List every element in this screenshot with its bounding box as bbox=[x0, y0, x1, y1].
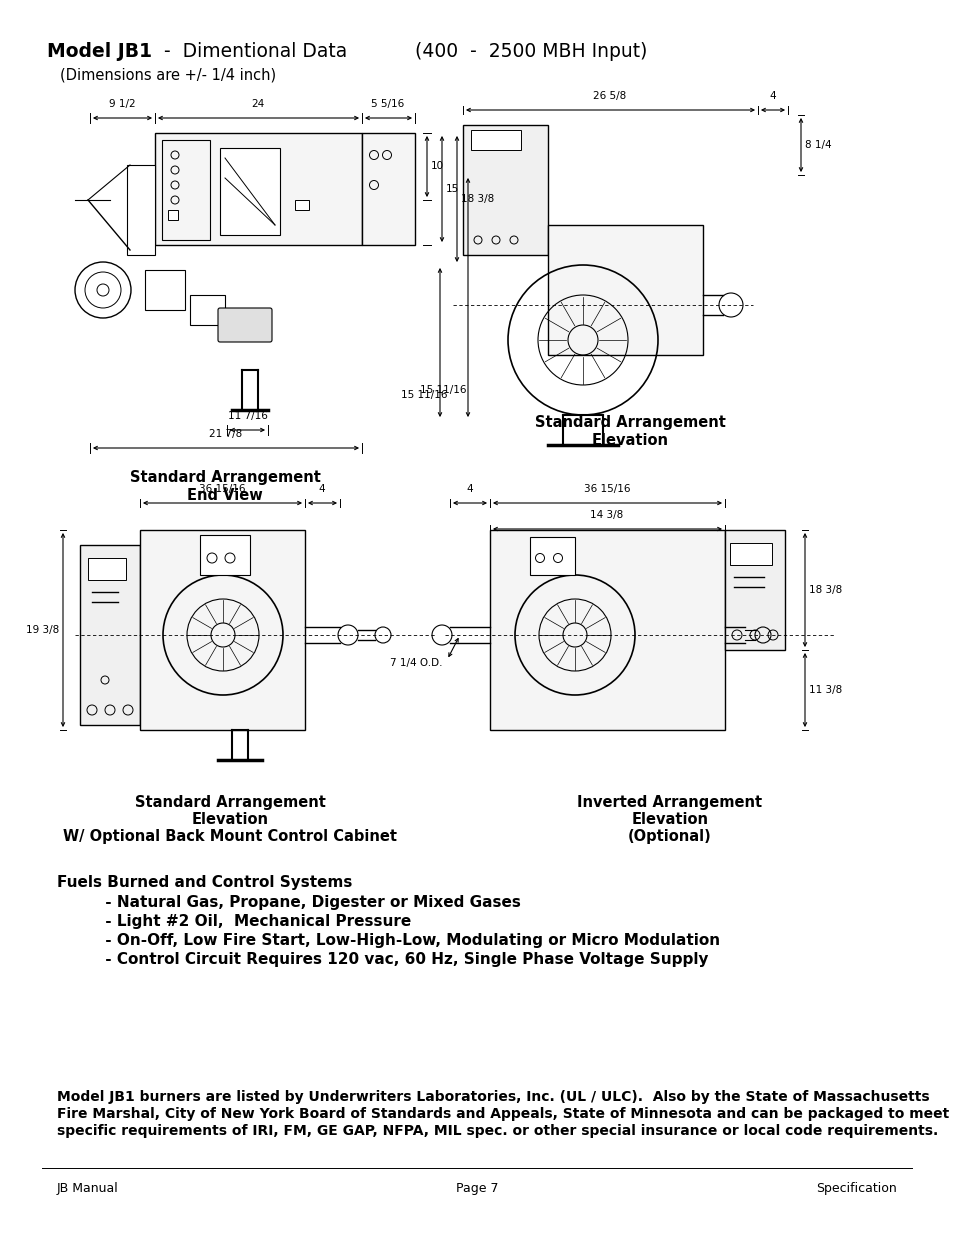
Bar bbox=[220, 148, 280, 235]
Text: Model JB1 burners are listed by Underwriters Laboratories, Inc. (UL / ULC).  Als: Model JB1 burners are listed by Underwri… bbox=[57, 1091, 928, 1104]
Text: (Dimensions are +/- 1/4 inch): (Dimensions are +/- 1/4 inch) bbox=[60, 68, 275, 83]
Text: Standard Arrangement: Standard Arrangement bbox=[534, 415, 724, 430]
Text: 18 3/8: 18 3/8 bbox=[460, 194, 494, 204]
Text: 19 3/8: 19 3/8 bbox=[26, 625, 59, 635]
Bar bbox=[127, 165, 154, 254]
Text: 15: 15 bbox=[446, 184, 458, 194]
Bar bbox=[729, 543, 771, 564]
Text: Model JB1: Model JB1 bbox=[47, 42, 152, 61]
Text: - On-Off, Low Fire Start, Low-High-Low, Modulating or Micro Modulation: - On-Off, Low Fire Start, Low-High-Low, … bbox=[100, 932, 720, 948]
Text: 18 3/8: 18 3/8 bbox=[808, 585, 841, 595]
Text: (400  -  2500 MBH Input): (400 - 2500 MBH Input) bbox=[415, 42, 647, 61]
Text: Specification: Specification bbox=[816, 1182, 896, 1195]
Text: 8 1/4: 8 1/4 bbox=[804, 140, 831, 149]
Text: -  Dimentional Data: - Dimentional Data bbox=[152, 42, 347, 61]
Bar bbox=[200, 535, 250, 576]
Text: 11 7/16: 11 7/16 bbox=[228, 411, 268, 421]
Text: 9 1/2: 9 1/2 bbox=[109, 99, 135, 109]
Bar bbox=[88, 558, 126, 580]
Text: 26 5/8: 26 5/8 bbox=[593, 91, 626, 101]
Bar bbox=[140, 530, 305, 730]
Text: 10: 10 bbox=[431, 161, 444, 170]
Text: Inverted Arrangement: Inverted Arrangement bbox=[577, 795, 761, 810]
Text: 4: 4 bbox=[769, 91, 776, 101]
Text: 4: 4 bbox=[466, 484, 473, 494]
Bar bbox=[361, 133, 415, 245]
Text: Standard Arrangement: Standard Arrangement bbox=[134, 795, 325, 810]
Text: - Light #2 Oil,  Mechanical Pressure: - Light #2 Oil, Mechanical Pressure bbox=[100, 914, 411, 929]
Text: End View: End View bbox=[187, 488, 263, 503]
Text: Elevation: Elevation bbox=[192, 811, 268, 827]
Text: 5 5/16: 5 5/16 bbox=[371, 99, 404, 109]
Bar bbox=[490, 530, 724, 730]
Text: 11 3/8: 11 3/8 bbox=[808, 685, 841, 695]
Text: JB Manual: JB Manual bbox=[57, 1182, 118, 1195]
Bar bbox=[168, 210, 178, 220]
FancyBboxPatch shape bbox=[218, 308, 272, 342]
Bar bbox=[724, 530, 784, 650]
Text: 24: 24 bbox=[251, 99, 264, 109]
Bar bbox=[462, 125, 547, 254]
Text: specific requirements of IRI, FM, GE GAP, NFPA, MIL spec. or other special insur: specific requirements of IRI, FM, GE GAP… bbox=[57, 1124, 937, 1137]
Text: Elevation: Elevation bbox=[591, 433, 668, 448]
Text: 14 3/8: 14 3/8 bbox=[590, 510, 623, 520]
Bar bbox=[547, 225, 702, 354]
Text: - Natural Gas, Propane, Digester or Mixed Gases: - Natural Gas, Propane, Digester or Mixe… bbox=[100, 895, 520, 910]
Text: Fuels Burned and Control Systems: Fuels Burned and Control Systems bbox=[57, 876, 352, 890]
Text: W/ Optional Back Mount Control Cabinet: W/ Optional Back Mount Control Cabinet bbox=[63, 829, 396, 844]
Bar bbox=[80, 545, 140, 725]
Bar bbox=[471, 130, 520, 149]
Bar bbox=[162, 140, 210, 240]
Bar bbox=[145, 270, 185, 310]
Text: 36 15/16: 36 15/16 bbox=[583, 484, 630, 494]
Text: Elevation: Elevation bbox=[631, 811, 708, 827]
Bar bbox=[530, 537, 575, 576]
Text: 4: 4 bbox=[318, 484, 325, 494]
Text: 21 7/8: 21 7/8 bbox=[209, 429, 242, 438]
Text: 36 15/16: 36 15/16 bbox=[198, 484, 245, 494]
Bar bbox=[190, 295, 225, 325]
Bar bbox=[154, 133, 361, 245]
Text: 15 11/16: 15 11/16 bbox=[419, 385, 466, 395]
Text: 15 11/16: 15 11/16 bbox=[401, 390, 448, 400]
Text: - Control Circuit Requires 120 vac, 60 Hz, Single Phase Voltage Supply: - Control Circuit Requires 120 vac, 60 H… bbox=[100, 952, 708, 967]
Text: Page 7: Page 7 bbox=[456, 1182, 497, 1195]
Text: Standard Arrangement: Standard Arrangement bbox=[130, 471, 320, 485]
Text: 7 1/4 O.D.: 7 1/4 O.D. bbox=[390, 658, 442, 668]
Text: (Optional): (Optional) bbox=[627, 829, 711, 844]
Text: Fire Marshal, City of New York Board of Standards and Appeals, State of Minnesot: Fire Marshal, City of New York Board of … bbox=[57, 1107, 948, 1121]
Bar bbox=[294, 200, 309, 210]
